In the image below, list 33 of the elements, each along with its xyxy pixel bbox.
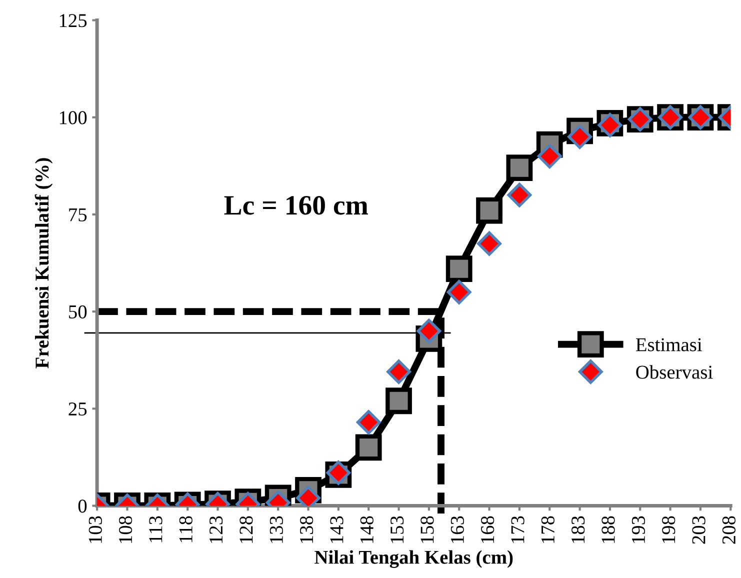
- x-tick-label: 178: [541, 516, 554, 543]
- x-tick-label: 148: [360, 516, 374, 543]
- y-tick-label: 75: [69, 208, 87, 222]
- x-axis-title: Nilai Tengah Kelas (cm): [314, 550, 513, 568]
- x-tick-label: 123: [210, 516, 223, 543]
- x-tick-label: 203: [692, 516, 706, 544]
- x-tick-label: 133: [270, 516, 283, 543]
- x-tick-label: 158: [420, 516, 434, 543]
- x-tick-label: 183: [572, 516, 585, 543]
- legend-label: Observasi: [636, 365, 713, 379]
- x-tick-label: 118: [179, 516, 192, 542]
- annotation: Lc = 160 cm: [224, 196, 368, 215]
- y-tick-label: 50: [69, 305, 87, 318]
- x-tick-label: 198: [662, 516, 676, 543]
- x-tick-label: 153: [390, 516, 404, 543]
- x-tick-label: 208: [722, 516, 736, 544]
- y-axis-title: Frekuensi Kumulatif (%): [34, 158, 53, 368]
- y-tick-label: 0: [78, 500, 87, 513]
- x-tick-label: 113: [149, 516, 162, 542]
- x-tick-label: 163: [450, 516, 464, 543]
- x-tick-label: 138: [300, 516, 314, 543]
- x-tick-label: 188: [602, 516, 615, 543]
- y-tick-label: 25: [68, 402, 87, 416]
- x-tick-label: 173: [511, 516, 524, 543]
- y-tick-label: 100: [60, 111, 87, 124]
- x-tick-label: 168: [481, 516, 494, 543]
- x-tick-label: 193: [632, 516, 645, 543]
- x-tick-label: 143: [330, 516, 344, 543]
- x-tick-label: 128: [240, 516, 253, 543]
- x-tick-label: 108: [118, 516, 132, 543]
- legend-label: Estimasi: [636, 338, 702, 352]
- x-tick-label: 103: [88, 516, 102, 543]
- y-tick-label: 125: [60, 14, 87, 28]
